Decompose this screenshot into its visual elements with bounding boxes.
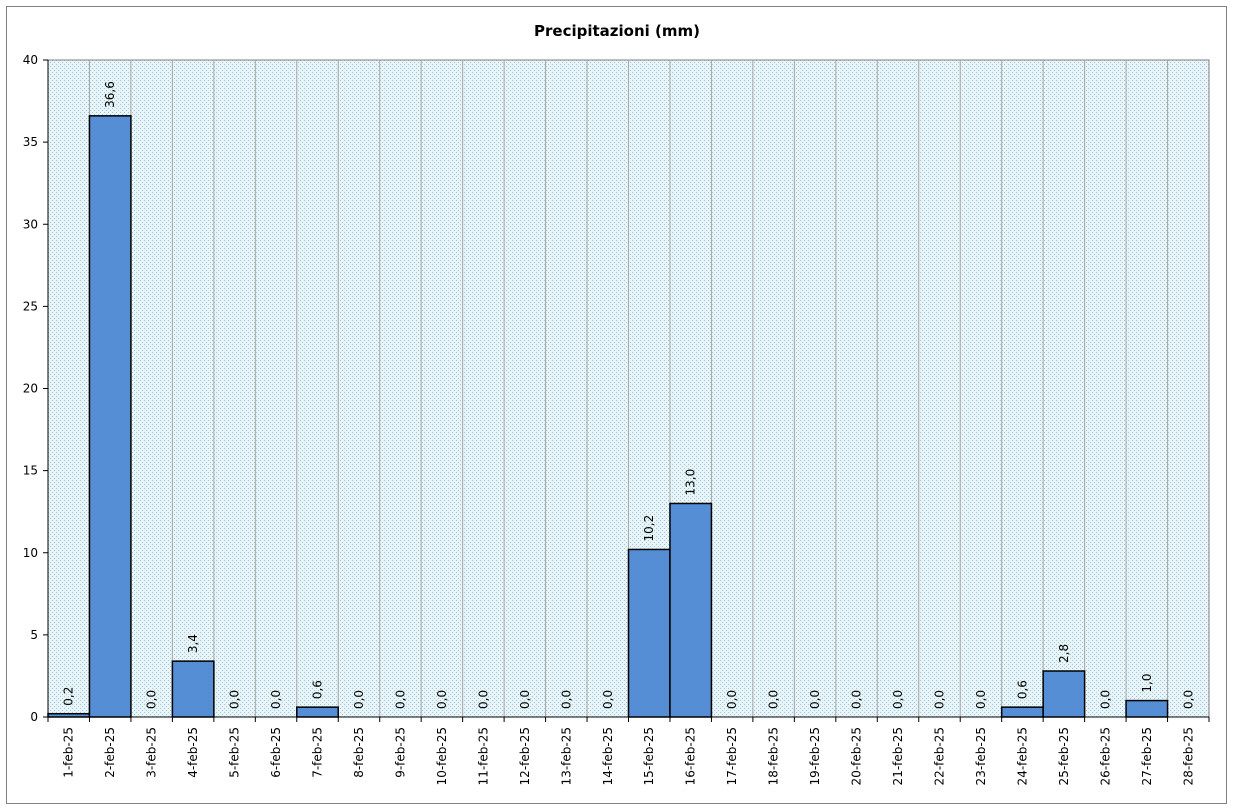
x-tick-label: 28-feb-25 (1181, 727, 1195, 785)
data-label: 0,0 (932, 690, 946, 709)
x-tick-label: 24-feb-25 (1015, 727, 1029, 785)
data-label: 0,0 (228, 690, 242, 709)
x-tick-label: 10-feb-25 (435, 727, 449, 785)
x-tick-label: 11-feb-25 (476, 727, 490, 785)
bar-16-feb-25 (669, 502, 713, 718)
data-label: 0,0 (476, 690, 490, 709)
y-tick-label: 25 (23, 299, 38, 313)
data-label: 36,6 (103, 81, 117, 108)
x-tick-label: 18-feb-25 (767, 727, 781, 785)
data-label: 0,0 (974, 690, 988, 709)
data-label: 0,0 (808, 690, 822, 709)
y-tick-label: 35 (23, 135, 38, 149)
data-label: 0,0 (518, 690, 532, 709)
bar-24-feb-25 (1000, 706, 1044, 718)
bar-2-feb-25 (88, 115, 132, 718)
x-tick-label: 21-feb-25 (891, 727, 905, 785)
data-label: 0,6 (311, 680, 325, 699)
y-tick-label: 15 (23, 464, 38, 478)
bars (47, 115, 1169, 718)
x-tick-label: 7-feb-25 (311, 727, 325, 778)
data-label: 0,0 (1181, 690, 1195, 709)
x-tick-label: 23-feb-25 (974, 727, 988, 785)
data-labels: 0,2 36,6 0,0 3,4 0,0 0,0 0,6 0,0 0,0 0,0 0,0 0,0 0,0… (62, 81, 1196, 709)
x-tick-label: 2-feb-25 (103, 727, 117, 778)
data-label: 0,2 (62, 687, 76, 706)
x-tick-label: 25-feb-25 (1057, 727, 1071, 785)
data-label: 0,0 (767, 690, 781, 709)
data-label: 0,0 (269, 690, 283, 709)
data-label: 0,0 (850, 690, 864, 709)
data-label: 1,0 (1140, 673, 1154, 692)
x-tick-label: 6-feb-25 (269, 727, 283, 778)
y-tick-label: 10 (23, 546, 38, 560)
x-tick-label: 5-feb-25 (228, 727, 242, 778)
axes: 0 5 10 15 20 25 30 35 40 1-feb-25 2-feb-25 3-feb-25… (23, 53, 1210, 785)
x-tick-label: 15-feb-25 (642, 727, 656, 785)
bar-15-feb-25 (627, 548, 671, 718)
x-tick-label: 12-feb-25 (518, 727, 532, 785)
data-label: 10,2 (642, 515, 656, 542)
x-tick-label: 16-feb-25 (684, 727, 698, 785)
y-tick-label: 30 (23, 217, 38, 231)
x-tick-label: 22-feb-25 (932, 727, 946, 785)
x-tick-label: 19-feb-25 (808, 727, 822, 785)
data-label: 0,0 (145, 690, 159, 709)
bar-7-feb-25 (296, 706, 339, 718)
bar-27-feb-25 (1125, 699, 1169, 718)
x-tick-label: 27-feb-25 (1140, 727, 1154, 785)
data-label: 0,0 (601, 690, 615, 709)
x-tick-label: 20-feb-25 (850, 727, 864, 785)
x-tick-label: 9-feb-25 (393, 727, 407, 778)
data-label: 13,0 (684, 469, 698, 496)
data-label: 0,0 (352, 690, 366, 709)
data-label: 2,8 (1057, 644, 1071, 663)
x-tick-label: 4-feb-25 (186, 727, 200, 778)
data-label: 0,0 (559, 690, 573, 709)
y-tick-label: 5 (30, 628, 38, 642)
data-label: 0,0 (891, 690, 905, 709)
y-tick-label: 20 (23, 382, 38, 396)
data-label: 0,0 (435, 690, 449, 709)
x-tick-label: 8-feb-25 (352, 727, 366, 778)
x-tick-label: 26-feb-25 (1098, 727, 1112, 785)
bar-25-feb-25 (1042, 670, 1086, 718)
x-tick-label: 14-feb-25 (601, 727, 615, 785)
data-label: 0,0 (1098, 690, 1112, 709)
bar-4-feb-25 (171, 660, 215, 718)
x-tick-label: 1-feb-25 (62, 727, 76, 778)
y-tick-label: 0 (30, 710, 38, 724)
chart-title: Precipitazioni (mm) (534, 22, 700, 40)
data-label: 0,0 (725, 690, 739, 709)
data-label: 0,6 (1015, 680, 1029, 699)
x-tick-label: 17-feb-25 (725, 727, 739, 785)
x-tick-label: 13-feb-25 (559, 727, 573, 785)
data-label: 3,4 (186, 634, 200, 653)
y-tick-label: 40 (23, 53, 38, 67)
x-tick-label: 3-feb-25 (145, 727, 159, 778)
data-label: 0,0 (393, 690, 407, 709)
